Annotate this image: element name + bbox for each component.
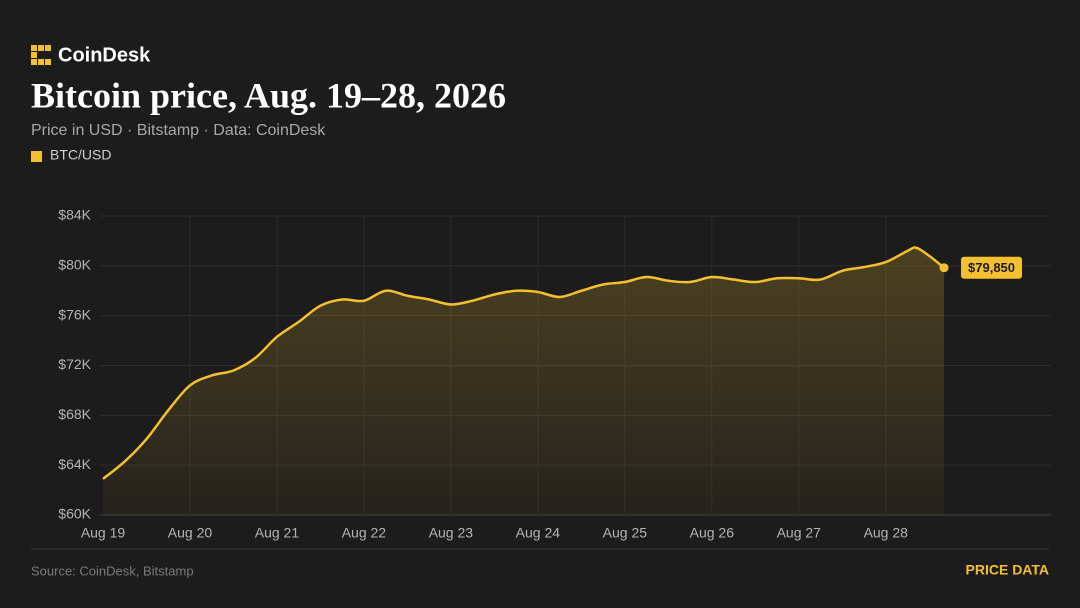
value-label: $79,850 <box>961 256 1023 279</box>
x-tick-label: Aug 24 <box>516 525 561 541</box>
legend-swatch <box>31 151 42 162</box>
x-tick-label: Aug 19 <box>81 525 126 541</box>
value-label-text: $79,850 <box>968 260 1015 275</box>
y-tick-label: $80K <box>58 257 91 273</box>
value-label-box <box>961 256 1023 279</box>
y-tick-label: $76K <box>58 306 91 322</box>
y-tick-label: $68K <box>58 406 91 422</box>
x-tick-label: Aug 21 <box>255 525 300 541</box>
section-link[interactable]: PRICE DATA <box>966 562 1049 578</box>
line <box>102 246 945 480</box>
x-tick-label: Aug 25 <box>603 525 648 541</box>
area <box>103 247 945 516</box>
y-tick-label: $60K <box>58 506 91 522</box>
source-note: Source: CoinDesk, Bitstamp <box>31 563 194 578</box>
chart-title: Bitcoin price, Aug. 19–28, 2026 <box>31 75 506 115</box>
x-tick-label: Aug 28 <box>864 525 909 541</box>
x-tick-label: Aug 22 <box>342 525 387 541</box>
y-tick-label: $84K <box>58 207 91 223</box>
y-tick-label: $64K <box>58 456 91 472</box>
x-tick-label: Aug 27 <box>777 525 822 541</box>
end-point <box>939 263 949 273</box>
x-tick-label: Aug 20 <box>168 525 213 541</box>
x-tick-label: Aug 26 <box>690 525 735 541</box>
logo-icon <box>31 45 51 65</box>
x-tick-label: Aug 23 <box>429 525 474 541</box>
legend-label: BTC/USD <box>50 147 111 163</box>
brand: CoinDesk <box>58 44 151 66</box>
y-tick-label: $72K <box>58 356 91 372</box>
chart-subtitle: Price in USD · Bitstamp · Data: CoinDesk <box>31 122 326 139</box>
